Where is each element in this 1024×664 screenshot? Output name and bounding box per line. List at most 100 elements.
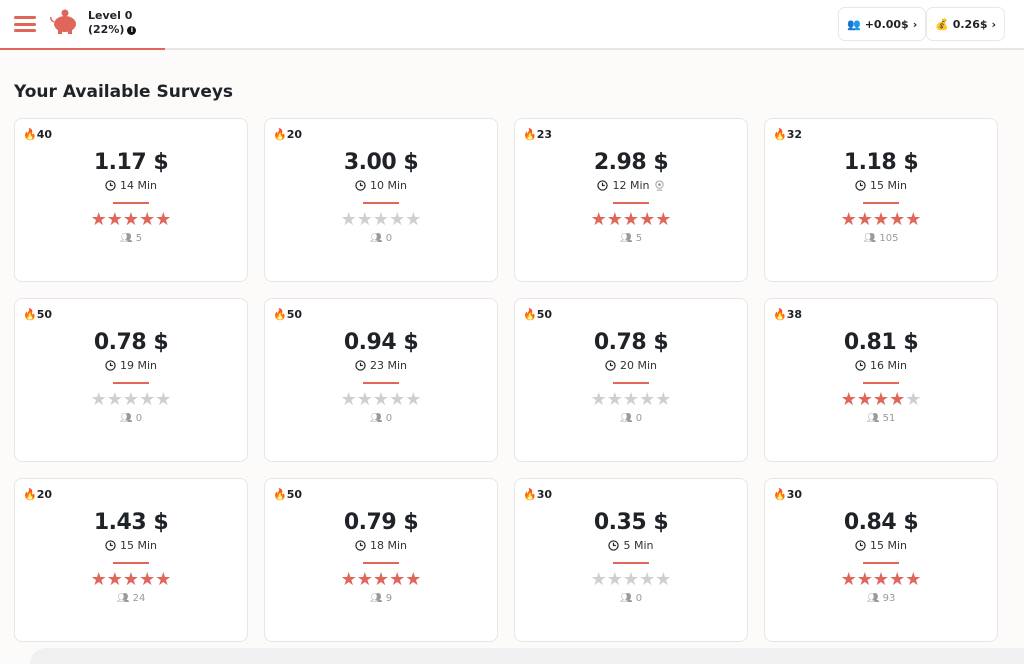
fire-icon: 🔥 xyxy=(523,308,537,321)
divider xyxy=(363,382,399,384)
star-icon: ★ xyxy=(655,209,672,230)
survey-grid: 🔥40 1.17 $ 14 Min ★★★★★ 👥︎ 5 🔥20 3.00 $ 1… xyxy=(14,118,998,642)
star-icon: ★ xyxy=(856,389,873,410)
rating-count: 👥︎ 0 xyxy=(265,413,497,424)
info-icon[interactable]: i xyxy=(127,26,137,35)
rating-count: 👥︎ 51 xyxy=(765,413,997,424)
survey-duration: 15 Min xyxy=(765,179,997,192)
star-icon: ★ xyxy=(155,389,172,410)
duration-text: 23 Min xyxy=(369,359,407,372)
count-value: 0 xyxy=(385,233,393,244)
survey-price: 1.43 $ xyxy=(93,510,169,535)
survey-card[interactable]: 🔥50 0.79 $ 18 Min ★★★★★ 👥︎ 9 xyxy=(264,478,498,642)
rating-stars: ★★★★★ xyxy=(15,569,247,591)
survey-card[interactable]: 🔥20 3.00 $ 10 Min ★★★★★ 👥︎ 0 xyxy=(264,118,498,282)
rating-count: 👥︎ 105 xyxy=(765,233,997,244)
fire-icon: 🔥 xyxy=(773,128,787,141)
rating-count: 👥︎ 24 xyxy=(15,593,247,604)
hot-value: 30 xyxy=(786,488,803,501)
rating-count: 👥︎ 5 xyxy=(15,233,247,244)
balance-button[interactable]: 💰 0.26$ › xyxy=(926,7,1006,41)
count-value: 93 xyxy=(882,593,896,604)
survey-duration: 5 Min xyxy=(515,539,747,552)
referral-earnings-button[interactable]: 👥 +0.00$ › xyxy=(838,7,927,41)
star-icon: ★ xyxy=(155,209,172,230)
clock-icon xyxy=(355,360,366,371)
survey-duration: 14 Min xyxy=(15,179,247,192)
hot-score: 🔥50 xyxy=(273,488,302,501)
survey-price: 0.84 $ xyxy=(843,510,919,535)
star-icon: ★ xyxy=(905,389,922,410)
survey-card[interactable]: 🔥32 1.18 $ 15 Min ★★★★★ 👥︎ 105 xyxy=(764,118,998,282)
rating-stars: ★★★★★ xyxy=(765,389,997,411)
users-icon: 👥︎ xyxy=(119,233,133,244)
survey-card[interactable]: 🔥30 0.84 $ 15 Min ★★★★★ 👥︎ 93 xyxy=(764,478,998,642)
duration-text: 15 Min xyxy=(869,539,907,552)
duration-text: 18 Min xyxy=(369,539,407,552)
survey-price: 3.00 $ xyxy=(343,150,419,175)
survey-card[interactable]: 🔥40 1.17 $ 14 Min ★★★★★ 👥︎ 5 xyxy=(14,118,248,282)
clock-icon xyxy=(105,540,116,551)
rating-stars: ★★★★★ xyxy=(515,389,747,411)
fire-icon: 🔥 xyxy=(273,488,287,501)
fire-icon: 🔥 xyxy=(773,488,787,501)
hot-score: 🔥40 xyxy=(23,128,52,141)
page-title: Your Available Surveys xyxy=(14,82,234,102)
rating-count: 👥︎ 9 xyxy=(265,593,497,604)
bottom-panel xyxy=(30,648,1024,664)
star-icon: ★ xyxy=(389,569,406,590)
users-icon: 👥 xyxy=(847,17,861,31)
top-bar: Level 0 (22%) i 👥 +0.00$ › 💰 0.26$ › xyxy=(0,0,1024,50)
hot-score: 🔥50 xyxy=(23,308,52,321)
star-icon: ★ xyxy=(639,389,656,410)
survey-price: 0.35 $ xyxy=(593,510,669,535)
survey-card[interactable]: 🔥50 0.94 $ 23 Min ★★★★★ 👥︎ 0 xyxy=(264,298,498,462)
star-icon: ★ xyxy=(840,389,857,410)
star-icon: ★ xyxy=(590,569,607,590)
hot-score: 🔥30 xyxy=(523,488,552,501)
star-icon: ★ xyxy=(905,209,922,230)
star-icon: ★ xyxy=(372,209,390,230)
fire-icon: 🔥 xyxy=(23,128,37,141)
users-icon: 👥︎ xyxy=(369,233,383,244)
clock-icon xyxy=(608,540,620,551)
rating-stars: ★★★★★ xyxy=(515,569,747,591)
balance-amount: 0.26$ xyxy=(952,17,988,31)
fire-icon: 🔥 xyxy=(273,128,287,141)
survey-card[interactable]: 🔥30 0.35 $ 5 Min ★★★★★ 👥︎ 0 xyxy=(514,478,748,642)
star-icon: ★ xyxy=(356,389,373,410)
divider xyxy=(863,562,899,564)
survey-card[interactable]: 🔥50 0.78 $ 20 Min ★★★★★ 👥︎ 0 xyxy=(514,298,748,462)
survey-price: 1.18 $ xyxy=(843,150,919,175)
star-icon: ★ xyxy=(889,209,906,230)
star-icon: ★ xyxy=(90,569,107,590)
chevron-right-icon: › xyxy=(991,17,997,31)
hot-score: 🔥32 xyxy=(773,128,802,141)
star-icon: ★ xyxy=(872,389,890,410)
users-icon: 👥︎ xyxy=(369,413,383,424)
hot-score: 🔥20 xyxy=(23,488,52,501)
users-icon: 👥︎ xyxy=(866,593,880,604)
survey-card[interactable]: 🔥38 0.81 $ 16 Min ★★★★★ 👥︎ 51 xyxy=(764,298,998,462)
rating-stars: ★★★★★ xyxy=(15,209,247,231)
star-icon: ★ xyxy=(872,569,890,590)
survey-duration: 15 Min xyxy=(765,539,997,552)
star-icon: ★ xyxy=(622,209,640,230)
users-icon: 👥︎ xyxy=(866,413,880,424)
survey-duration: 12 Min xyxy=(515,179,747,192)
survey-card[interactable]: 🔥20 1.43 $ 15 Min ★★★★★ 👥︎ 24 xyxy=(14,478,248,642)
divider xyxy=(863,382,899,384)
star-icon: ★ xyxy=(889,569,906,590)
survey-card[interactable]: 🔥50 0.78 $ 19 Min ★★★★★ 👥︎ 0 xyxy=(14,298,248,462)
star-icon: ★ xyxy=(139,569,156,590)
star-icon: ★ xyxy=(405,569,422,590)
hamburger-menu-icon[interactable] xyxy=(14,16,36,32)
star-icon: ★ xyxy=(606,209,623,230)
users-icon: 👥︎ xyxy=(619,233,633,244)
duration-text: 20 Min xyxy=(619,359,657,372)
rating-count: 👥︎ 0 xyxy=(15,413,247,424)
clock-icon xyxy=(597,180,609,191)
clock-icon xyxy=(855,360,866,371)
survey-card[interactable]: 🔥23 2.98 $ 12 Min ★★★★★ 👥︎ 5 xyxy=(514,118,748,282)
star-icon: ★ xyxy=(840,569,857,590)
